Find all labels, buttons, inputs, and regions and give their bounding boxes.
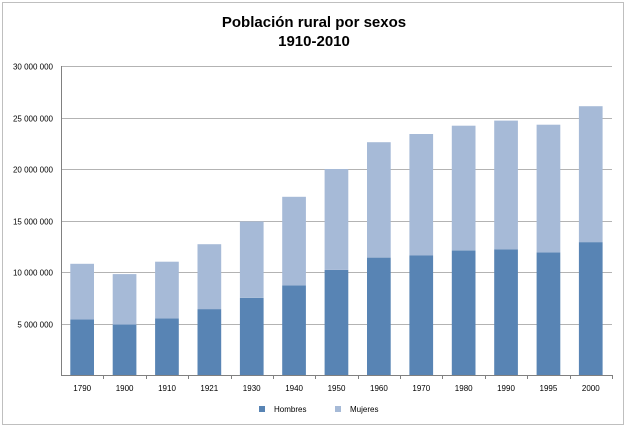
legend-label-mujeres: Mujeres	[350, 405, 378, 414]
x-tick-label: 1900	[116, 384, 134, 393]
bar-mujeres-1921	[197, 244, 222, 310]
bar-hombres-1930	[239, 297, 264, 376]
legend-label-hombres: Hombres	[274, 405, 306, 414]
bar-hombres-1960	[367, 257, 391, 375]
bar-hombres-1950	[324, 269, 349, 375]
bar-hombres-1980	[451, 250, 476, 375]
bar-hombres-1940	[282, 285, 306, 375]
chart-frame	[2, 2, 624, 425]
x-tick-label: 1980	[455, 384, 473, 393]
x-tick-label: 1921	[200, 384, 218, 393]
bar-mujeres-1990	[494, 120, 518, 250]
x-tick-label: 1930	[243, 384, 261, 393]
chart-subtitle: 1910-2010	[278, 33, 350, 50]
y-tick-label: 30 000 000	[13, 63, 54, 72]
bar-mujeres-1980	[451, 125, 476, 251]
bar-hombres-1921	[197, 309, 222, 375]
x-tick-label: 1960	[370, 384, 388, 393]
bar-mujeres-1790	[70, 263, 94, 320]
bar-mujeres-1960	[367, 142, 391, 258]
bar-mujeres-1900	[112, 274, 137, 325]
chart-title: Población rural por sexos	[221, 14, 407, 31]
x-tick-label: 1940	[285, 384, 303, 393]
x-tick-label: 2000	[582, 384, 600, 393]
bar-hombres-2000	[578, 242, 603, 375]
x-tick-label: 1790	[73, 384, 91, 393]
bar-mujeres-1940	[282, 196, 306, 286]
bar-mujeres-1950	[324, 169, 349, 270]
bar-hombres-1990	[494, 249, 518, 375]
bar-hombres-1995	[536, 252, 561, 375]
y-tick-label: 5 000 000	[17, 321, 53, 330]
bar-mujeres-1995	[536, 124, 561, 253]
bar-mujeres-1910	[155, 261, 179, 319]
bar-mujeres-2000	[578, 106, 603, 243]
legend-swatch-mujeres	[335, 406, 341, 412]
y-tick-label: 25 000 000	[13, 115, 54, 124]
x-tick-label: 1995	[540, 384, 558, 393]
legend-swatch-hombres	[259, 406, 265, 412]
bar-hombres-1910	[155, 318, 179, 375]
y-tick-label: 10 000 000	[13, 269, 54, 278]
bar-hombres-1970	[409, 255, 434, 375]
y-tick-label: 20 000 000	[13, 166, 54, 175]
x-tick-label: 1950	[328, 384, 346, 393]
x-tick-label: 1990	[497, 384, 515, 393]
bar-hombres-1790	[70, 319, 94, 375]
bar-mujeres-1930	[239, 221, 264, 298]
y-tick-label: 15 000 000	[13, 218, 54, 227]
bar-hombres-1900	[112, 324, 137, 375]
x-tick-label: 1970	[412, 384, 430, 393]
bar-mujeres-1970	[409, 134, 434, 256]
x-tick-label: 1910	[158, 384, 176, 393]
